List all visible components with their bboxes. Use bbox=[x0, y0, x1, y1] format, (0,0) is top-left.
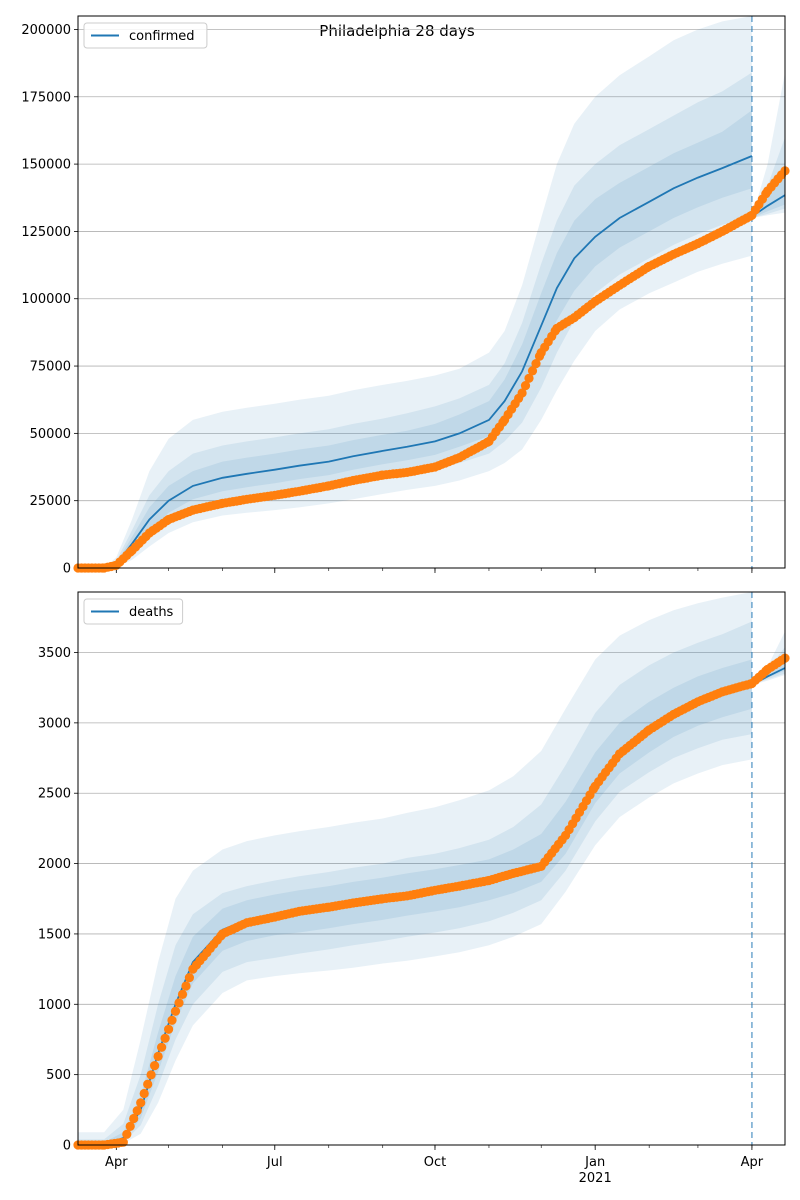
band-inner bbox=[78, 659, 752, 1145]
y-tick-label: 200000 bbox=[21, 23, 71, 38]
y-tick-label: 0 bbox=[63, 1139, 71, 1154]
observed-point bbox=[157, 1042, 167, 1052]
observed-point bbox=[520, 381, 531, 391]
observed-point bbox=[181, 981, 191, 991]
observed-point bbox=[129, 1113, 139, 1124]
band-outer bbox=[78, 592, 752, 1145]
legend: deaths bbox=[83, 598, 184, 625]
x-tick-label: Jan bbox=[584, 1155, 605, 1170]
observed-point bbox=[184, 973, 194, 983]
y-tick-label: 125000 bbox=[21, 225, 71, 240]
y-tick-label: 100000 bbox=[21, 292, 71, 307]
y-tick-label: 3000 bbox=[38, 716, 71, 731]
y-tick-label: 1500 bbox=[38, 927, 71, 942]
observed-point bbox=[139, 1088, 149, 1099]
x-tick-label: Apr bbox=[105, 1155, 128, 1170]
x-tick-year-label: 2021 bbox=[579, 1171, 612, 1186]
observed-point bbox=[170, 1006, 181, 1016]
observed-point bbox=[132, 1106, 142, 1116]
forecast-band-middle bbox=[751, 137, 785, 218]
y-tick-label: 150000 bbox=[21, 158, 71, 173]
axes-frame bbox=[77, 15, 786, 569]
x-tick-label: Jul bbox=[266, 1155, 283, 1170]
x-tick-label: Oct bbox=[424, 1155, 446, 1170]
observed-point bbox=[125, 1121, 135, 1131]
deaths-panel: 0 500 1000 1500 2000 2500 3000 3500 Apr Jul Oct Jan… bbox=[38, 591, 790, 1186]
legend-box bbox=[83, 598, 184, 625]
y-tick-label: 75000 bbox=[30, 360, 71, 375]
legend-label: confirmed bbox=[129, 29, 195, 44]
legend-box bbox=[83, 22, 208, 49]
band-middle bbox=[78, 621, 752, 1145]
y-tick-label: 25000 bbox=[30, 494, 71, 509]
legend-label: deaths bbox=[129, 605, 174, 620]
y-tick-label: 2500 bbox=[38, 787, 71, 802]
observed-point bbox=[164, 1024, 174, 1034]
observed-point bbox=[146, 1070, 156, 1080]
band-middle bbox=[78, 72, 752, 568]
forecast-band-inner bbox=[751, 164, 785, 218]
observed-point bbox=[531, 359, 541, 369]
observed-point bbox=[167, 1015, 177, 1025]
y-tick-label: 1000 bbox=[38, 998, 71, 1013]
band-outer bbox=[78, 16, 752, 568]
y-tick-label: 500 bbox=[46, 1068, 71, 1083]
observed-point bbox=[174, 998, 184, 1008]
forecast-band-middle bbox=[751, 646, 785, 685]
y-tick-label: 50000 bbox=[30, 427, 71, 442]
observed-point bbox=[177, 989, 188, 1000]
band-inner bbox=[78, 110, 752, 568]
observed-point bbox=[160, 1033, 170, 1043]
confirmed-panel: 0 25000 50000 75000 100000 125000 150000 175000… bbox=[21, 15, 790, 577]
y-tick-label: 3500 bbox=[38, 646, 71, 661]
observed-point bbox=[527, 366, 538, 376]
observed-point bbox=[143, 1079, 153, 1089]
observed-point bbox=[150, 1061, 160, 1071]
observed-point bbox=[524, 373, 534, 383]
observed-point bbox=[517, 388, 527, 398]
y-tick-label: 175000 bbox=[21, 90, 71, 105]
y-tick-label: 0 bbox=[63, 562, 71, 577]
model-line bbox=[78, 155, 753, 569]
legend: confirmed bbox=[83, 22, 208, 49]
y-tick-label: 2000 bbox=[38, 857, 71, 872]
axes-frame bbox=[77, 591, 786, 1146]
observed-point bbox=[136, 1098, 146, 1108]
x-tick-label: Apr bbox=[741, 1155, 764, 1170]
observed-point bbox=[122, 1129, 132, 1139]
observed-point bbox=[153, 1051, 163, 1061]
chart-title: Philadelphia 28 days bbox=[319, 22, 475, 40]
